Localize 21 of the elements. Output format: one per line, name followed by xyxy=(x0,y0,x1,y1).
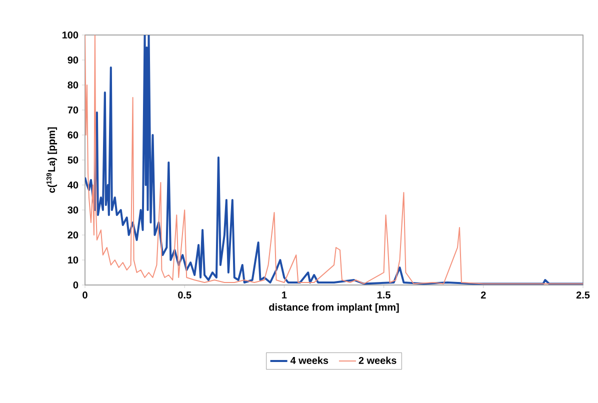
y-tick-label: 10 xyxy=(68,256,78,264)
legend-label: 4 weeks xyxy=(290,356,328,364)
y-axis-title: c($^{139}$La) [ppm] xyxy=(46,127,58,193)
y-tick-label: 0 xyxy=(73,281,78,289)
x-axis-title: distance from implant [mm] xyxy=(269,303,399,313)
y-tick-label: 20 xyxy=(68,231,78,239)
y-tick-label: 40 xyxy=(68,181,78,189)
y-tick-label: 70 xyxy=(68,106,78,114)
y-tick-label: 30 xyxy=(68,206,78,214)
x-tick-label: 1.5 xyxy=(378,292,390,298)
x-tick-label: 2 xyxy=(480,292,486,298)
y-tick-label: 80 xyxy=(68,81,78,89)
legend-label: 2 weeks xyxy=(358,356,396,364)
y-tick-label: 60 xyxy=(68,131,78,139)
x-tick-label: 2.5 xyxy=(576,292,590,299)
y-tick-label: 50 xyxy=(68,156,78,164)
y-tick-label: 100 xyxy=(62,31,78,39)
y-tick-label: 90 xyxy=(68,56,78,64)
x-tick-label: 1 xyxy=(282,292,287,298)
x-tick-label: 0 xyxy=(82,292,88,299)
x-tick-label: 0.5 xyxy=(178,292,192,299)
